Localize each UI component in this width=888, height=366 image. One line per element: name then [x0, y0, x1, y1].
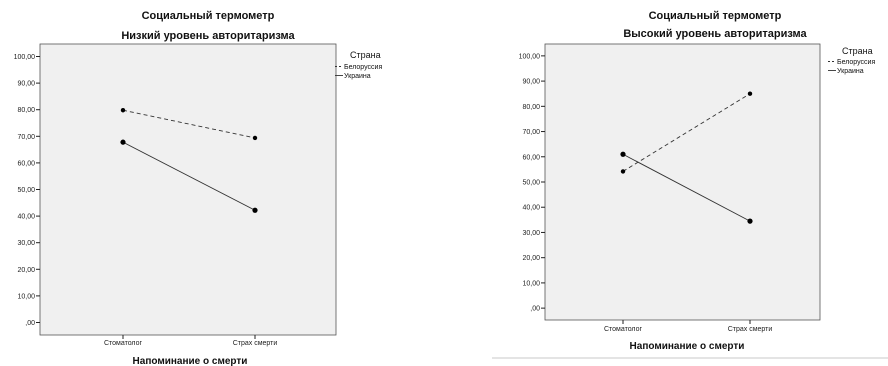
x-axis-title: Напоминание о смерти — [630, 341, 745, 352]
y-tick-label: 60,00 — [17, 160, 35, 167]
data-point — [120, 139, 126, 145]
y-tick-label: 10,00 — [17, 293, 35, 300]
y-tick-label: 20,00 — [17, 267, 35, 274]
y-tick-label: ,00 — [25, 320, 35, 327]
legend-title: Страна — [842, 46, 873, 56]
chart-title: Социальный термометр — [649, 10, 782, 22]
data-point — [252, 207, 258, 213]
y-tick-label: 90,00 — [522, 79, 540, 86]
y-tick-label: ,00 — [530, 306, 540, 313]
data-point — [120, 108, 126, 113]
series-line-1 — [122, 109, 256, 139]
plot-area — [39, 43, 337, 336]
data-point — [747, 91, 753, 96]
data-point — [620, 151, 626, 157]
chart-panel-2: Социальный термометр Высокий уровень авто… — [519, 10, 876, 352]
x-tick-label: Страх смерти — [728, 326, 773, 333]
chart-title: Социальный термометр — [142, 10, 275, 22]
x-tick-label: Стоматолог — [604, 326, 643, 333]
x-tick-label: Страх смерти — [233, 340, 278, 347]
series-line-1 — [622, 93, 751, 172]
y-tick-label: 30,00 — [522, 230, 540, 237]
x-axis-title: Напоминание о смерти — [133, 356, 248, 366]
y-tick-label: 100,00 — [519, 53, 541, 60]
legend-item-label: Белоруссия — [344, 64, 382, 71]
legend-item-label: Украина — [837, 68, 864, 75]
legend-item-label: Украина — [344, 73, 371, 80]
x-tick-label: Стоматолог — [104, 340, 143, 347]
y-tick-label: 50,00 — [522, 180, 540, 187]
y-tick-label: 40,00 — [522, 205, 540, 212]
y-tick-label: 20,00 — [522, 255, 540, 262]
data-point — [252, 135, 258, 141]
y-tick-label: 50,00 — [17, 187, 35, 194]
y-tick-label: 80,00 — [522, 104, 540, 111]
plot-area — [544, 43, 821, 321]
y-tick-label: 100,00 — [14, 54, 36, 61]
y-tick-label: 70,00 — [17, 134, 35, 141]
series-line-2 — [622, 153, 751, 222]
y-tick-label: 80,00 — [17, 107, 35, 114]
y-tick-label: 60,00 — [522, 154, 540, 161]
chart-subtitle: Низкий уровень авторитаризма — [121, 30, 295, 42]
legend-title: Страна — [350, 50, 381, 60]
y-tick-label: 40,00 — [17, 214, 35, 221]
legend-item-label: Белоруссия — [837, 59, 875, 66]
y-tick-label: 90,00 — [17, 81, 35, 88]
y-tick-label: 30,00 — [17, 240, 35, 247]
y-tick-label: 10,00 — [522, 280, 540, 287]
y-tick-label: 70,00 — [522, 129, 540, 136]
chart-panel-1: Социальный термометр Низкий уровень автор… — [14, 10, 383, 366]
data-point — [620, 169, 626, 174]
series-line-2 — [122, 141, 256, 211]
chart-subtitle: Высокий уровень авторитаризма — [623, 28, 807, 40]
data-point — [747, 218, 753, 224]
